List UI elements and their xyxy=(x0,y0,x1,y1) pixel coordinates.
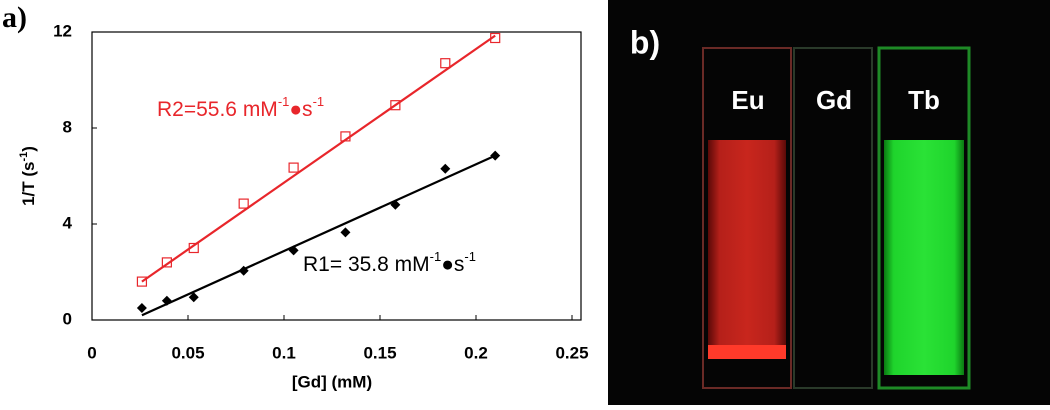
marker xyxy=(188,242,199,254)
marker xyxy=(440,163,451,174)
fit-line xyxy=(141,34,496,283)
cuvette xyxy=(702,47,792,389)
marker xyxy=(390,199,401,210)
annotation-text: R2=55.6 mM xyxy=(157,98,278,121)
x-tick-label: 0.1 xyxy=(272,343,296,362)
marker xyxy=(188,292,199,303)
cuvette xyxy=(877,46,971,390)
x-tick-label: 0.2 xyxy=(464,343,488,362)
marker xyxy=(238,198,249,209)
annotation-sup: -1 xyxy=(313,94,325,109)
photo xyxy=(608,0,1050,405)
marker xyxy=(161,295,172,306)
y-tick-label: 4 xyxy=(63,213,73,232)
marker xyxy=(490,150,501,161)
annotation-sup: -1 xyxy=(278,94,290,109)
y-label-text: 1/T (s xyxy=(19,162,38,206)
x-axis-label: [Gd] (mM) xyxy=(292,372,372,391)
annotation-text: ●s xyxy=(441,253,464,276)
marker xyxy=(238,265,249,276)
panel-label: a) xyxy=(2,1,27,34)
x-tick-label: 0.15 xyxy=(363,343,396,362)
solution xyxy=(884,140,964,375)
marker xyxy=(390,100,401,111)
y-label-sup: -1 xyxy=(18,152,30,162)
annotation-text: ●s xyxy=(289,98,312,121)
y-tick-label: 0 xyxy=(63,309,72,328)
marker xyxy=(440,58,451,69)
marker xyxy=(136,303,147,313)
plot-frame xyxy=(91,31,582,321)
x-tick-label: 0.25 xyxy=(555,343,588,362)
y-axis-label: 1/T (s-1) xyxy=(18,146,39,206)
y-label-tail: ) xyxy=(19,146,38,152)
annotation-sup: -1 xyxy=(430,249,442,264)
cuvette-label: Gd xyxy=(816,85,852,115)
cuvette-label: Eu xyxy=(731,85,764,115)
marker xyxy=(340,131,351,142)
marker xyxy=(490,32,501,44)
cuvette xyxy=(793,47,873,389)
marker xyxy=(161,257,172,268)
annotation: R1= 35.8 mM-1●s-1 xyxy=(303,249,476,276)
annotation-sup: -1 xyxy=(464,249,476,264)
marker xyxy=(288,245,299,256)
annotation-text: R1= 35.8 mM xyxy=(303,253,430,276)
panel-label: b) xyxy=(630,24,660,60)
marker xyxy=(340,227,351,238)
x-tick-label: 0.05 xyxy=(171,343,204,362)
fit-line xyxy=(141,154,496,317)
solution xyxy=(708,140,786,355)
cuvette-label: Tb xyxy=(908,85,940,115)
marker xyxy=(288,162,299,173)
y-tick-label: 8 xyxy=(63,117,72,136)
annotation: R2=55.6 mM-1●s-1 xyxy=(157,94,324,121)
solution-glow xyxy=(708,345,786,359)
y-tick-label: 12 xyxy=(53,21,72,40)
marker xyxy=(136,276,148,287)
x-tick-label: 0 xyxy=(87,343,96,362)
